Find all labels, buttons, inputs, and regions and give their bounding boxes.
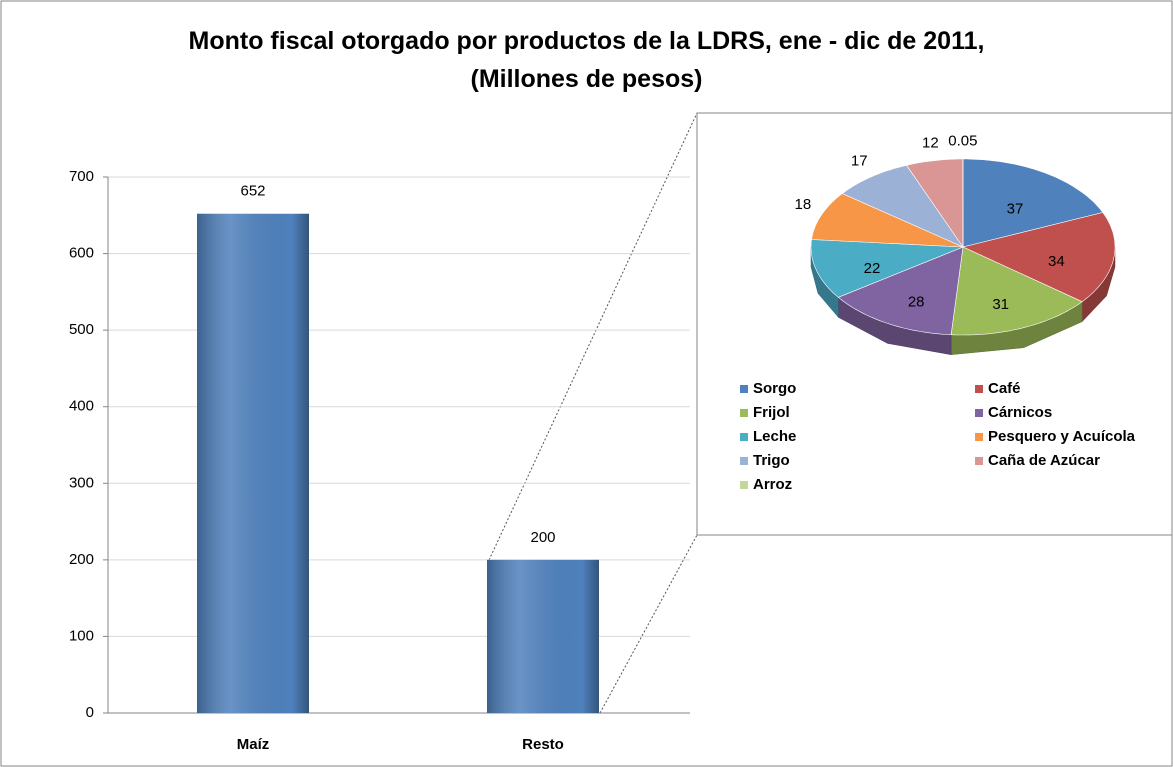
legend-label: Caña de Azúcar — [988, 452, 1100, 469]
data-label: 652 — [240, 183, 265, 200]
y-tick-label: 100 — [69, 627, 94, 644]
x-tick-label: Maíz — [237, 736, 270, 753]
legend-label: Pesquero y Acuícola — [988, 428, 1136, 445]
bar-shading — [197, 213, 309, 714]
bar-shading — [487, 559, 599, 713]
legend-swatch — [975, 433, 983, 441]
y-tick-label: 200 — [69, 551, 94, 568]
y-tick-label: 700 — [69, 168, 94, 185]
data-label: 34 — [1048, 253, 1065, 270]
pie-slice — [962, 158, 1104, 248]
y-tick-label: 300 — [69, 474, 94, 491]
data-label: 17 — [851, 153, 868, 170]
data-label: 12 — [922, 134, 939, 151]
legend-label: Frijol — [753, 404, 790, 421]
legend-label: Sorgo — [753, 380, 796, 397]
legend-label: Café — [988, 380, 1021, 397]
leader-line — [599, 534, 698, 714]
pie-slice — [837, 246, 964, 336]
legend-label: Cárnicos — [988, 404, 1052, 421]
data-label: 18 — [795, 196, 812, 213]
pie-slice — [962, 212, 1116, 303]
pie-slice — [906, 158, 964, 248]
legend-swatch — [740, 433, 748, 441]
legend-label: Arroz — [753, 476, 792, 493]
data-label: 200 — [530, 529, 555, 546]
y-tick-label: 400 — [69, 398, 94, 415]
pie-slice — [811, 193, 964, 248]
legend-swatch — [975, 457, 983, 465]
data-label: 31 — [992, 296, 1009, 313]
legend-swatch — [740, 409, 748, 417]
data-label: 28 — [908, 293, 925, 310]
legend-swatch — [740, 457, 748, 465]
y-tick-label: 500 — [69, 321, 94, 338]
legend-swatch — [740, 385, 748, 393]
y-tick-label: 600 — [69, 245, 94, 262]
data-label: 0.05 — [948, 133, 977, 150]
legend-swatch — [975, 385, 983, 393]
data-label: 37 — [1007, 200, 1024, 217]
pie-slice — [950, 246, 1083, 336]
x-tick-label: Resto — [522, 736, 564, 753]
pie-slice — [810, 239, 964, 298]
legend-swatch — [740, 481, 748, 489]
chart-title: Monto fiscal otorgado por productos de l… — [188, 27, 985, 93]
y-tick-label: 0 — [86, 704, 94, 721]
legend-label: Trigo — [753, 452, 790, 469]
legend-label: Leche — [753, 428, 796, 445]
pie-slice — [841, 164, 964, 248]
data-label: 22 — [864, 260, 881, 277]
legend-swatch — [975, 409, 983, 417]
